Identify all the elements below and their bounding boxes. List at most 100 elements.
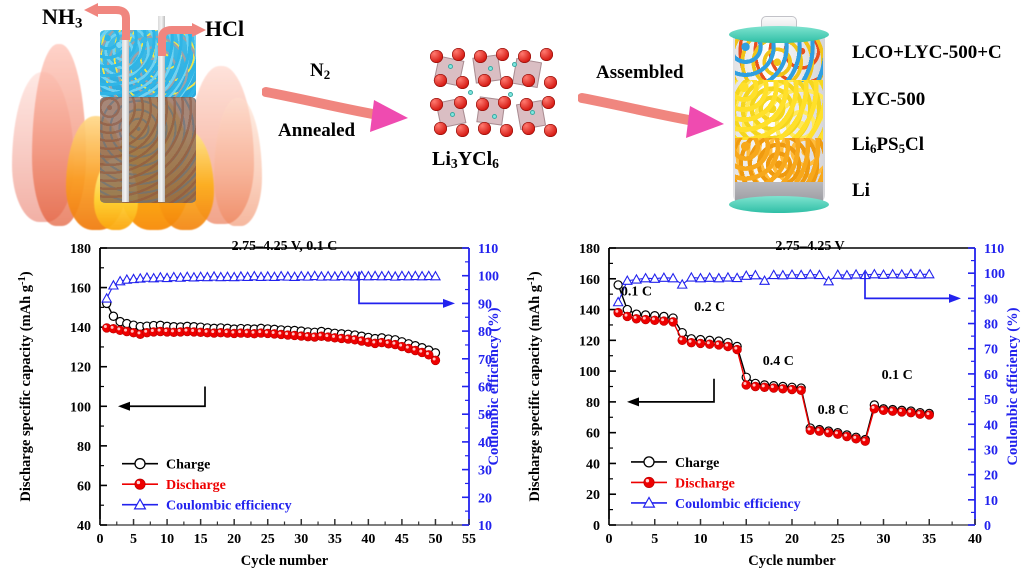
- cl-atom: [500, 76, 513, 89]
- rate-performance-plot: 0 5 10 15 20 25 30 35 40020406080100120140160180…: [526, 239, 1021, 569]
- cl-atom: [478, 122, 491, 135]
- rate-label: 0.8 C: [818, 403, 849, 418]
- cl-atom: [522, 122, 535, 135]
- y2-tick-label: 40: [984, 418, 998, 433]
- x-tick-label: 5: [651, 532, 658, 547]
- cycling-performance-plot: 0 5 10 15 20 25 30 35 40 45 50 55 40 60 80 100 120 140 160…: [17, 239, 502, 569]
- y-tick-label: 180: [579, 242, 600, 257]
- series-coulombic-efficiency: [101, 270, 441, 303]
- y2-tick-label: 90: [478, 297, 492, 312]
- y2-tick-label: 30: [984, 443, 998, 458]
- nh3-label: NH3: [42, 4, 83, 32]
- x-tick-label: 40: [361, 532, 375, 547]
- plot-annotation: 2.75–4.25 V: [775, 239, 844, 254]
- cl-atom: [430, 98, 443, 111]
- battery-label-lpscl: Li6PS5Cl: [852, 134, 925, 156]
- legend-item-charge: Charge: [122, 458, 210, 473]
- cl-atom: [544, 124, 557, 137]
- y2-tick-label: 50: [478, 408, 492, 423]
- y2-axis-title: Coulombic efficiency (%): [486, 307, 502, 465]
- n2-label: N2: [310, 60, 331, 82]
- cl-atom: [544, 76, 557, 89]
- left-axis-pointer-arrow: [627, 378, 715, 407]
- legend-item-coulombic-efficiency: Coulombic efficiency: [631, 496, 801, 512]
- y2-tick-label: 100: [984, 267, 1005, 282]
- synthesis-schematic: NH3 HCl N2 Annealed: [0, 0, 1031, 234]
- x-tick-label: 15: [194, 532, 208, 547]
- y-tick-label: 40: [586, 457, 600, 472]
- y-tick-label: 60: [586, 427, 600, 442]
- y-axis-title: Discharge specific capacity (mAh g-1): [526, 271, 543, 501]
- li3ycl6-crystal-structure: [430, 48, 558, 144]
- series-discharge: [102, 323, 441, 366]
- assembled-label: Assembled: [596, 62, 684, 83]
- nh3-arrow: [84, 3, 130, 40]
- series-discharge: [613, 307, 934, 446]
- column-bottom-segment: [100, 97, 196, 203]
- rate-label: 0.4 C: [763, 354, 794, 369]
- y-tick-label: 0: [593, 519, 600, 534]
- rate-label: 0.1 C: [621, 285, 652, 300]
- x-tick-label: 10: [160, 532, 174, 547]
- cl-atom: [496, 48, 509, 61]
- y2-tick-label: 70: [984, 343, 998, 358]
- cl-atom: [518, 50, 531, 63]
- y2-tick-label: 70: [478, 353, 492, 368]
- cl-atom: [456, 76, 469, 89]
- y-tick-label: 160: [70, 282, 91, 297]
- y2-tick-label: 20: [478, 491, 492, 506]
- x-axis-title: Cycle number: [748, 553, 836, 569]
- battery-label-cathode: LCO+LYC-500+C: [852, 42, 1002, 63]
- legend-label: Discharge: [675, 476, 735, 491]
- y2-tick-label: 80: [984, 318, 998, 333]
- cl-atom: [500, 124, 513, 137]
- y2-tick-label: 40: [478, 436, 492, 451]
- y2-tick-label: 0: [984, 519, 991, 534]
- cl-atom: [456, 124, 469, 137]
- legend-label: Coulombic efficiency: [166, 499, 292, 514]
- hcl-arrow: [158, 23, 206, 56]
- x-tick-label: 35: [328, 532, 342, 547]
- x-tick-label: 5: [130, 532, 137, 547]
- cl-atom: [540, 48, 553, 61]
- x-tick-label: 15: [739, 532, 753, 547]
- li-atom: [508, 92, 513, 97]
- y2-tick-label: 30: [478, 464, 492, 479]
- x-tick-label: 0: [97, 532, 104, 547]
- battery-layer-lyc: [735, 80, 823, 140]
- y2-tick-label: 20: [984, 469, 998, 484]
- legend-item-discharge: Discharge: [122, 478, 226, 493]
- y-tick-label: 60: [77, 479, 91, 494]
- y-tick-label: 180: [70, 242, 91, 257]
- y-axis-title: Discharge specific capacity (mAh g-1): [17, 271, 34, 501]
- plot-annotation: 2.75–4.25 V, 0.1 C: [232, 239, 338, 254]
- x-tick-label: 25: [261, 532, 275, 547]
- x-tick-label: 45: [395, 532, 409, 547]
- y2-tick-label: 110: [984, 242, 1004, 257]
- y2-tick-label: 60: [984, 368, 998, 383]
- chart-rate-performance: 0 5 10 15 20 25 30 35 40 0 20 40 60 80 100 120 140 160 180…: [512, 234, 1031, 583]
- battery-label-li: Li: [852, 180, 870, 201]
- gas-outlet-pipe-left: [122, 16, 129, 202]
- battery-top-ring: [729, 26, 829, 43]
- y2-tick-label: 50: [984, 393, 998, 408]
- battery-cell-illustration: [725, 16, 833, 220]
- y-tick-label: 140: [579, 304, 600, 319]
- li-atom: [488, 66, 493, 71]
- x-tick-label: 20: [785, 532, 799, 547]
- rate-label: 0.1 C: [882, 368, 913, 383]
- x-tick-label: 10: [694, 532, 708, 547]
- x-tick-label: 40: [968, 532, 982, 547]
- y2-tick-label: 100: [478, 270, 499, 285]
- left-axis-pointer-arrow: [118, 386, 206, 411]
- cl-atom: [478, 74, 491, 87]
- cl-atom: [474, 50, 487, 63]
- anneal-arrow: [262, 87, 408, 132]
- cl-atom: [520, 98, 533, 111]
- y2-tick-label: 110: [478, 242, 498, 257]
- cl-atom: [476, 98, 489, 111]
- x-tick-label: 20: [227, 532, 241, 547]
- cl-atom: [434, 74, 447, 87]
- y-tick-label: 80: [586, 396, 600, 411]
